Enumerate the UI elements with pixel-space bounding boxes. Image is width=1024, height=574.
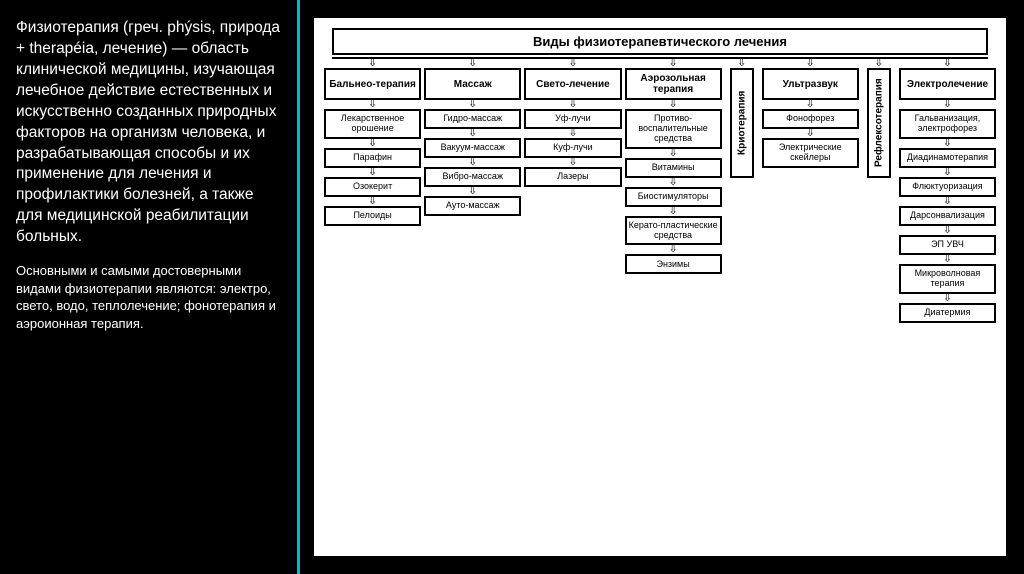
diagram-column: ⇩Массаж⇩Гидро-массаж⇩Вакуум-массаж⇩Вибро… xyxy=(424,59,521,323)
item-box: Гидро-массаж xyxy=(424,109,521,129)
item-box: Куф-лучи xyxy=(524,138,621,158)
item-box: Диадинамотерапия xyxy=(899,148,996,168)
category-box-vertical: Рефлексотерапия xyxy=(867,68,891,178)
item-box: Флюктуоризация xyxy=(899,177,996,197)
text-panel: Физиотерапия (греч. phýsis, природа + th… xyxy=(0,0,300,574)
diagram-columns: ⇩Бальнео-терапия⇩Лекарственное орошение⇩… xyxy=(324,59,996,323)
main-paragraph: Физиотерапия (греч. phýsis, природа + th… xyxy=(16,18,281,248)
diagram-column: ⇩Аэрозольная терапия⇩Противо-воспалитель… xyxy=(625,59,722,323)
diagram-column: ⇩Электролечение⇩Гальванизация, электрофо… xyxy=(899,59,996,323)
diagram-column: ⇩Бальнео-терапия⇩Лекарственное орошение⇩… xyxy=(324,59,421,323)
item-box: Керато-пластические средства xyxy=(625,216,722,246)
item-box: Дарсонвализация xyxy=(899,206,996,226)
category-box: Аэрозольная терапия xyxy=(625,68,722,100)
category-box: Свето-лечение xyxy=(524,68,621,100)
item-box: Пелоиды xyxy=(324,206,421,226)
diagram-column: ⇩Рефлексотерапия xyxy=(862,59,896,323)
item-box: Биостимуляторы xyxy=(625,187,722,207)
item-box: Витамины xyxy=(625,158,722,178)
item-box: Диатермия xyxy=(899,303,996,323)
item-box: Вибро-массаж xyxy=(424,167,521,187)
item-box: Фонофорез xyxy=(762,109,859,129)
item-box: Озокерит xyxy=(324,177,421,197)
diagram-column: ⇩Криотерапия xyxy=(725,59,759,323)
item-box: Энзимы xyxy=(625,254,722,274)
diagram-column: ⇩Свето-лечение⇩Уф-лучи⇩Куф-лучи⇩Лазеры xyxy=(524,59,621,323)
item-box: Лекарственное орошение xyxy=(324,109,421,139)
item-box: Противо-воспалительные средства xyxy=(625,109,722,149)
category-box: Ультразвук xyxy=(762,68,859,100)
category-box: Бальнео-терапия xyxy=(324,68,421,100)
category-box: Массаж xyxy=(424,68,521,100)
sub-paragraph: Основными и самыми достоверными видами ф… xyxy=(16,262,281,332)
item-box: Парафин xyxy=(324,148,421,168)
item-box: Ауто-массаж xyxy=(424,196,521,216)
item-box: Электрические скейлеры xyxy=(762,138,859,168)
item-box: Уф-лучи xyxy=(524,109,621,129)
category-box: Электролечение xyxy=(899,68,996,100)
category-box-vertical: Криотерапия xyxy=(730,68,754,178)
diagram-panel: Виды физиотерапевтического лечения ⇩Баль… xyxy=(314,18,1006,556)
item-box: Вакуум-массаж xyxy=(424,138,521,158)
item-box: Гальванизация, электрофорез xyxy=(899,109,996,139)
item-box: Лазеры xyxy=(524,167,621,187)
item-box: ЭП УВЧ xyxy=(899,235,996,255)
diagram-title: Виды физиотерапевтического лечения xyxy=(332,28,988,55)
diagram-column: ⇩Ультразвук⇩Фонофорез⇩Электрические скей… xyxy=(762,59,859,323)
item-box: Микроволновая терапия xyxy=(899,264,996,294)
